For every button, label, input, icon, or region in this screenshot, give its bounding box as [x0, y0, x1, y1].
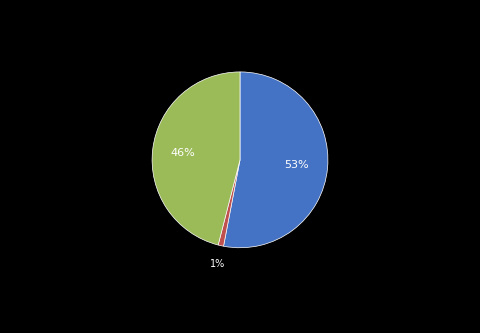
Text: 53%: 53% [285, 160, 309, 170]
Wedge shape [218, 160, 240, 246]
Wedge shape [152, 72, 240, 245]
Text: 46%: 46% [171, 148, 196, 158]
Text: 1%: 1% [210, 258, 226, 268]
Wedge shape [224, 72, 328, 248]
